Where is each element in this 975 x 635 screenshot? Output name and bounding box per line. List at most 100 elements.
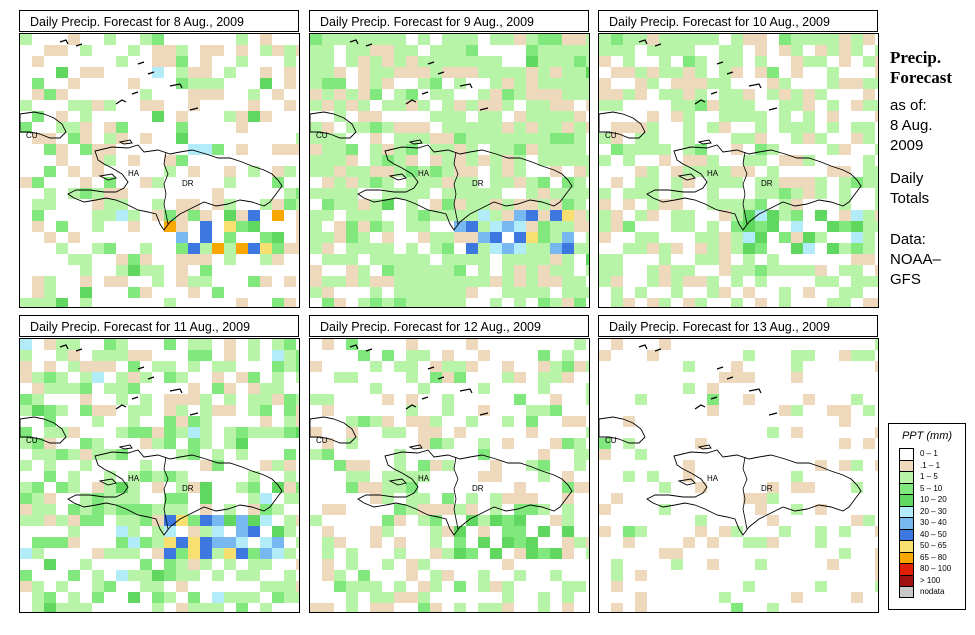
precip-cell [863,100,875,111]
precip-cell [454,603,466,612]
precip-cell [346,166,358,177]
precip-cell [683,265,695,276]
precip-cell [526,56,538,67]
precip-cell [683,177,695,188]
precip-cell [358,122,370,133]
precip-cell [478,526,490,537]
precip-cell [755,221,767,232]
precip-cell [200,56,212,67]
precip-cell [490,515,502,526]
precip-cell [358,350,370,361]
precip-cell [382,350,394,361]
precip-cell [719,177,731,188]
precip-cell [599,504,611,515]
cuba-coastline [20,416,67,444]
precip-cell [104,188,116,199]
precip-cell [863,122,875,133]
precip-cell [382,298,394,307]
precip-cell [56,449,68,460]
haiti-dr-border [742,151,748,225]
precip-cell [382,45,394,56]
precip-cell [44,603,56,612]
precip-cell [767,188,779,199]
precip-cell [44,559,56,570]
precip-cell [839,210,851,221]
precip-cell [80,515,92,526]
precip-cell [755,265,767,276]
hispaniola-coastline [357,449,573,536]
precip-cell [430,504,442,515]
precip-cell [454,199,466,210]
precip-cell [767,482,779,493]
precip-cell [647,34,659,45]
precip-cell [200,221,212,232]
precip-cell [743,265,755,276]
legend-swatch [899,448,914,460]
precip-cell [875,111,878,122]
precip-cell [164,166,176,177]
precip-cell [212,287,224,298]
precip-cell [647,166,659,177]
precip-cell [406,482,418,493]
precip-cell [635,133,647,144]
precip-cell [623,67,635,78]
precip-cell [272,548,284,559]
legend-label: 5 – 10 [920,483,943,493]
precip-cell [176,221,188,232]
precip-cell [538,254,550,265]
precip-cell [310,210,322,221]
precip-cell [707,232,719,243]
precip-cell [68,350,80,361]
precip-cell [128,427,140,438]
precip-cell [406,287,418,298]
precip-cell [779,232,791,243]
precip-map: CU HA DR [598,338,879,613]
precip-cell [875,265,878,276]
precip-cell [647,177,659,188]
precip-cell [224,438,236,449]
precip-cell [224,592,236,603]
precip-cell [322,56,334,67]
precip-cell [44,372,56,383]
precip-cell [92,199,104,210]
precip-cell [478,405,490,416]
precip-cell [430,67,442,78]
precip-cell [406,89,418,100]
precip-cell [562,45,574,56]
precip-cell [562,254,574,265]
precip-cell [791,221,803,232]
precip-cell [394,34,406,45]
precip-cell [791,372,803,383]
precip-cell [514,144,526,155]
precip-cell [466,188,478,199]
precip-cell [176,603,188,612]
precip-cell [212,45,224,56]
precip-cell [442,504,454,515]
precip-cell [128,383,140,394]
precip-cell [164,537,176,548]
daily-block: Daily Totals [890,169,929,209]
precip-cell [152,427,164,438]
precip-cell [68,471,80,482]
data-source-block: Data: NOAA– GFS [890,230,941,290]
precip-cell [562,416,574,427]
precip-cell [104,177,116,188]
legend-swatch [899,505,914,517]
precip-cell [334,372,346,383]
precip-cell [863,166,875,177]
precip-cell [406,493,418,504]
precip-cell [466,504,478,515]
tortue-island [408,444,423,450]
precip-cell [635,89,647,100]
precip-cell [406,592,418,603]
precip-cell [767,603,779,612]
precip-cell [851,100,863,111]
precip-cell [224,537,236,548]
precip-cell [538,265,550,276]
precip-cell [44,166,56,177]
precip-cell [755,298,767,307]
precip-cell [430,155,442,166]
precip-cell [550,405,562,416]
precip-cell [92,350,104,361]
